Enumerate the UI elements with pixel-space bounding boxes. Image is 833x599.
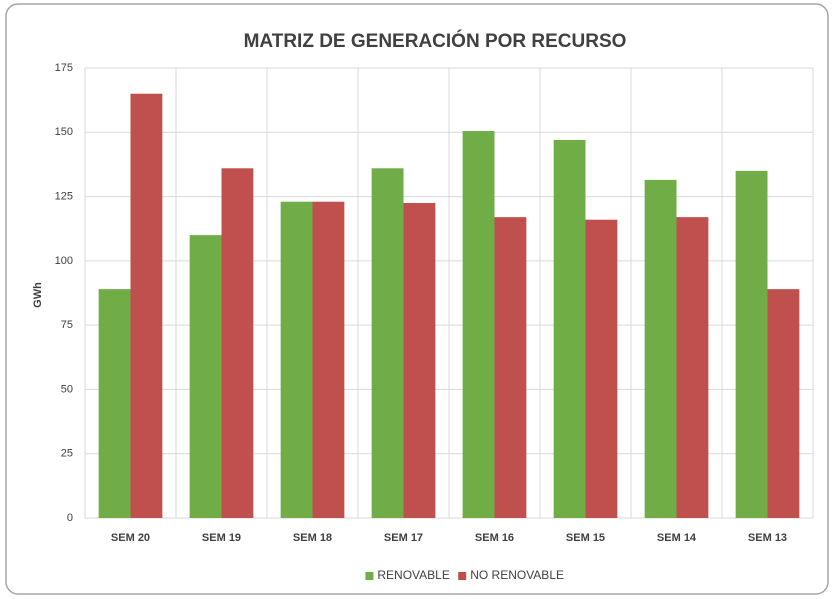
bar [98, 289, 131, 518]
bar [312, 201, 345, 518]
x-tick-label: SEM 13 [748, 532, 787, 544]
y-tick-label: 25 [61, 448, 73, 460]
bar [553, 140, 586, 518]
bar [462, 131, 495, 518]
bar [494, 217, 527, 518]
y-tick-label: 175 [55, 62, 73, 74]
x-tick-label: SEM 14 [657, 532, 697, 544]
bar [371, 168, 404, 519]
bar [644, 179, 677, 518]
legend-swatch [365, 572, 374, 580]
bar [280, 201, 313, 518]
bar [676, 217, 709, 518]
y-tick-label: 50 [61, 383, 73, 395]
bar [189, 235, 222, 518]
bar [735, 170, 768, 518]
y-tick-label: 150 [55, 126, 73, 138]
y-tick-label: 0 [67, 512, 73, 524]
y-tick-label: 75 [61, 319, 73, 331]
chart-title: MATRIZ DE GENERACIÓN POR RECURSO [244, 30, 627, 52]
legend-swatch [458, 572, 467, 580]
bar [767, 289, 800, 518]
bar [130, 93, 163, 518]
x-tick-label: SEM 15 [566, 532, 605, 544]
x-tick-label: SEM 19 [202, 532, 241, 544]
y-tick-label: 100 [55, 255, 73, 267]
bar [403, 203, 436, 518]
x-tick-label: SEM 18 [293, 532, 332, 544]
y-tick-label: 125 [55, 190, 73, 202]
bar [221, 168, 254, 519]
x-tick-label: SEM 20 [111, 532, 150, 544]
legend-label: NO RENOVABLE [470, 568, 564, 582]
x-tick-label: SEM 17 [384, 532, 423, 544]
bar [585, 219, 618, 518]
legend-label: RENOVABLE [377, 568, 449, 582]
y-axis-label: GWh [32, 282, 44, 308]
x-tick-label: SEM 16 [475, 532, 514, 544]
